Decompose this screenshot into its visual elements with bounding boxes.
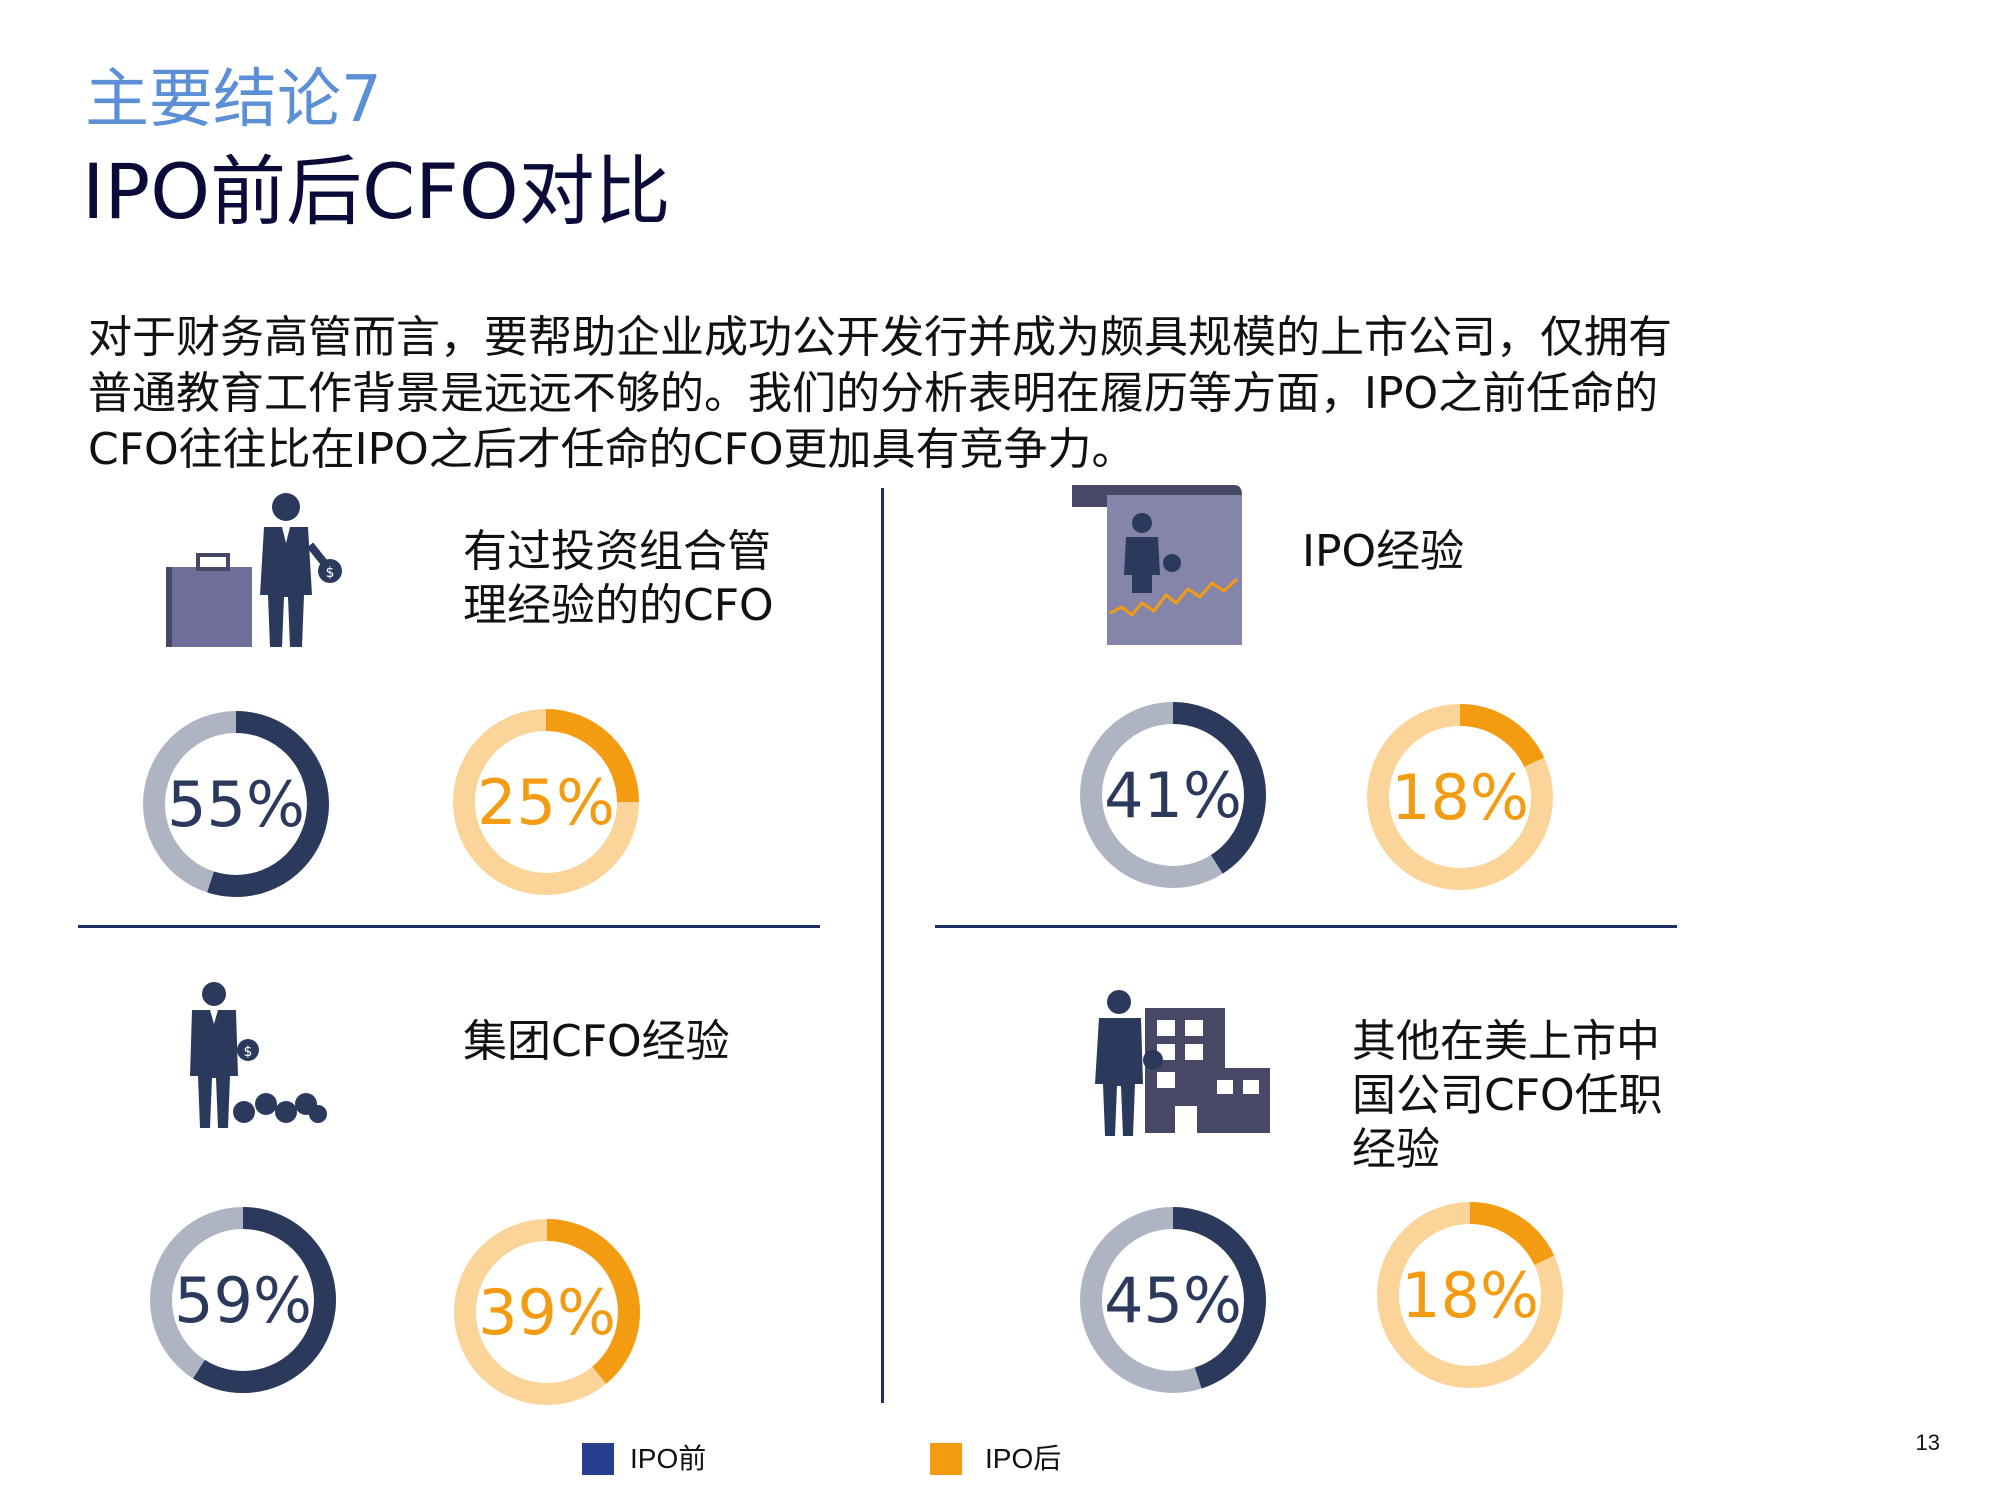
donut-value-arc xyxy=(143,711,329,897)
donut-value-arc xyxy=(454,1219,640,1405)
slide-title: IPO前后CFO对比 xyxy=(82,147,671,236)
page-number: 13 xyxy=(1915,1430,1940,1455)
donut-value-arc xyxy=(1367,704,1553,890)
quadrant-3-label: 集团CFO经验 xyxy=(463,1015,730,1069)
label-line: 国公司CFO任职 xyxy=(1352,1070,1663,1121)
intro-line: 对于财务高管而言，要帮助企业成功公开发行并成为颇具规模的上市公司，仅拥有 xyxy=(88,312,1672,363)
donut-percent-label: 41% xyxy=(1104,759,1242,832)
svg-text:$: $ xyxy=(244,1044,253,1060)
donut-percent-label: 39% xyxy=(478,1276,616,1349)
label-line: 经验 xyxy=(1352,1124,1440,1175)
donut-after: 25% xyxy=(453,709,639,895)
donut-before: 55% xyxy=(143,711,329,897)
donut-after: 39% xyxy=(454,1219,640,1405)
donut-value-arc xyxy=(1080,702,1266,888)
legend-after-swatch xyxy=(930,1443,962,1475)
donut-before: 45% xyxy=(1080,1207,1266,1393)
intro-line: 普通教育工作背景是远远不够的。我们的分析表明在履历等方面，IPO之前任命的 xyxy=(88,368,1659,419)
donut-percent-label: 55% xyxy=(167,768,305,841)
donut-after: 18% xyxy=(1367,704,1553,890)
legend-before-label: IPO前 xyxy=(630,1443,707,1474)
horizontal-divider-left xyxy=(78,925,820,928)
donut-before: 59% xyxy=(150,1207,336,1393)
businessman-briefcase-icon: $ xyxy=(166,493,342,647)
intro-paragraph: 对于财务高管而言，要帮助企业成功公开发行并成为颇具规模的上市公司，仅拥有 普通教… xyxy=(88,310,1848,478)
donut-value-arc xyxy=(1080,1207,1266,1393)
label-line: 集团CFO经验 xyxy=(463,1016,730,1067)
legend-after-label: IPO后 xyxy=(985,1443,1062,1474)
businessman-money-bags-icon: $ xyxy=(190,982,327,1128)
horizontal-divider-right xyxy=(935,925,1677,928)
donut-before: 41% xyxy=(1080,702,1266,888)
slide-subtitle: 主要结论7 xyxy=(85,63,382,137)
donut-value-arc xyxy=(453,709,639,895)
stock-chart-businessman-icon xyxy=(1072,485,1242,645)
donut-percent-label: 25% xyxy=(477,766,615,839)
quadrant-1-label: 有过投资组合管 理经验的的CFO xyxy=(463,525,774,633)
businessman-building-icon xyxy=(1095,990,1270,1136)
donut-percent-label: 18% xyxy=(1391,761,1529,834)
donut-after: 18% xyxy=(1377,1202,1563,1388)
donut-percent-label: 45% xyxy=(1104,1264,1242,1337)
donut-percent-label: 18% xyxy=(1401,1259,1539,1332)
donut-value-arc xyxy=(150,1207,336,1393)
intro-line: CFO往往比在IPO之后才任命的CFO更加具有竞争力。 xyxy=(88,424,1136,475)
quadrant-4-label: 其他在美上市中 国公司CFO任职 经验 xyxy=(1352,1015,1663,1177)
label-line: IPO经验 xyxy=(1302,526,1465,577)
label-line: 有过投资组合管 xyxy=(463,526,771,577)
donut-value-arc xyxy=(1377,1202,1563,1388)
label-line: 理经验的的CFO xyxy=(463,580,774,631)
svg-text:$: $ xyxy=(326,565,335,581)
vertical-divider xyxy=(881,488,884,1403)
legend-before-swatch xyxy=(582,1443,614,1475)
donut-percent-label: 59% xyxy=(174,1264,312,1337)
label-line: 其他在美上市中 xyxy=(1352,1016,1660,1067)
quadrant-2-label: IPO经验 xyxy=(1302,525,1464,579)
